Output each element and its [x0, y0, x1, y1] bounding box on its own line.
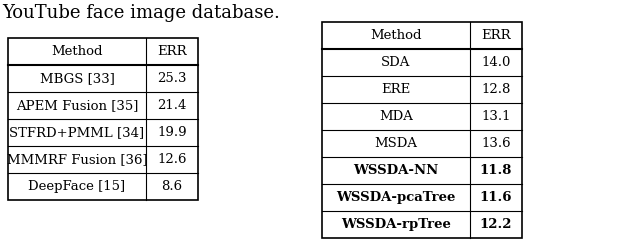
- Text: Method: Method: [371, 29, 422, 42]
- Text: 25.3: 25.3: [157, 72, 187, 85]
- Bar: [8, 38, 198, 200]
- Text: WSSDA-pcaTree: WSSDA-pcaTree: [336, 191, 456, 204]
- Text: MSDA: MSDA: [374, 137, 417, 150]
- Text: 11.8: 11.8: [480, 164, 512, 177]
- Text: MBGS [33]: MBGS [33]: [40, 72, 115, 85]
- Text: 14.0: 14.0: [481, 56, 511, 69]
- Text: APEM Fusion [35]: APEM Fusion [35]: [16, 99, 138, 112]
- Text: 11.6: 11.6: [480, 191, 512, 204]
- Text: MMMRF Fusion [36]: MMMRF Fusion [36]: [6, 153, 147, 166]
- Text: 12.8: 12.8: [481, 83, 511, 96]
- Text: 13.6: 13.6: [481, 137, 511, 150]
- Text: 21.4: 21.4: [157, 99, 187, 112]
- Text: Method: Method: [51, 45, 103, 58]
- Text: SDA: SDA: [381, 56, 411, 69]
- Text: ERR: ERR: [481, 29, 511, 42]
- Text: DeepFace [15]: DeepFace [15]: [28, 180, 125, 193]
- Text: 12.6: 12.6: [157, 153, 187, 166]
- Text: YouTube face image database.: YouTube face image database.: [2, 4, 280, 22]
- Text: ERE: ERE: [381, 83, 411, 96]
- Bar: [322, 22, 522, 238]
- Text: 13.1: 13.1: [481, 110, 511, 123]
- Text: 8.6: 8.6: [161, 180, 182, 193]
- Text: WSSDA-rpTree: WSSDA-rpTree: [341, 218, 451, 231]
- Text: 12.2: 12.2: [480, 218, 512, 231]
- Text: 19.9: 19.9: [157, 126, 187, 139]
- Text: WSSDA-NN: WSSDA-NN: [353, 164, 438, 177]
- Text: STFRD+PMML [34]: STFRD+PMML [34]: [10, 126, 145, 139]
- Text: MDA: MDA: [379, 110, 413, 123]
- Text: ERR: ERR: [157, 45, 187, 58]
